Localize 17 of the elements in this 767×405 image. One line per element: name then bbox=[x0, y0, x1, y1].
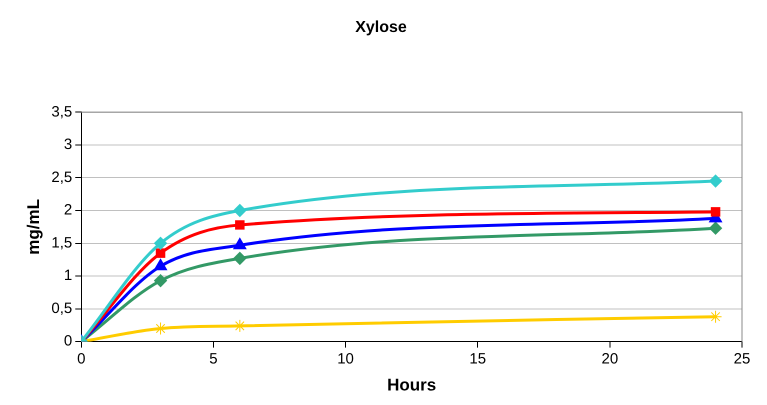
y-tick-label: 1 bbox=[64, 267, 72, 284]
y-tick-label: 0,5 bbox=[51, 300, 72, 317]
y-tick-label: 3 bbox=[64, 136, 72, 154]
chart-title: Xylose bbox=[355, 19, 407, 36]
x-tick-label: 20 bbox=[602, 350, 618, 368]
x-tick-label: 10 bbox=[337, 350, 354, 368]
x-axis-title: Hours bbox=[387, 375, 436, 394]
y-tick-label: 1,5 bbox=[51, 234, 72, 252]
x-tick-label: 25 bbox=[734, 350, 750, 368]
y-tick-label: 2 bbox=[64, 202, 72, 219]
y-axis-title: mg/mL bbox=[24, 199, 43, 255]
y-tick-label: 0 bbox=[64, 332, 72, 350]
x-tick-label: 5 bbox=[209, 350, 218, 368]
y-tick-label: 3,5 bbox=[51, 103, 72, 120]
x-tick-label: 15 bbox=[469, 350, 486, 368]
x-tick-label: 0 bbox=[77, 350, 86, 368]
y-tick-label: 2,5 bbox=[51, 168, 72, 186]
